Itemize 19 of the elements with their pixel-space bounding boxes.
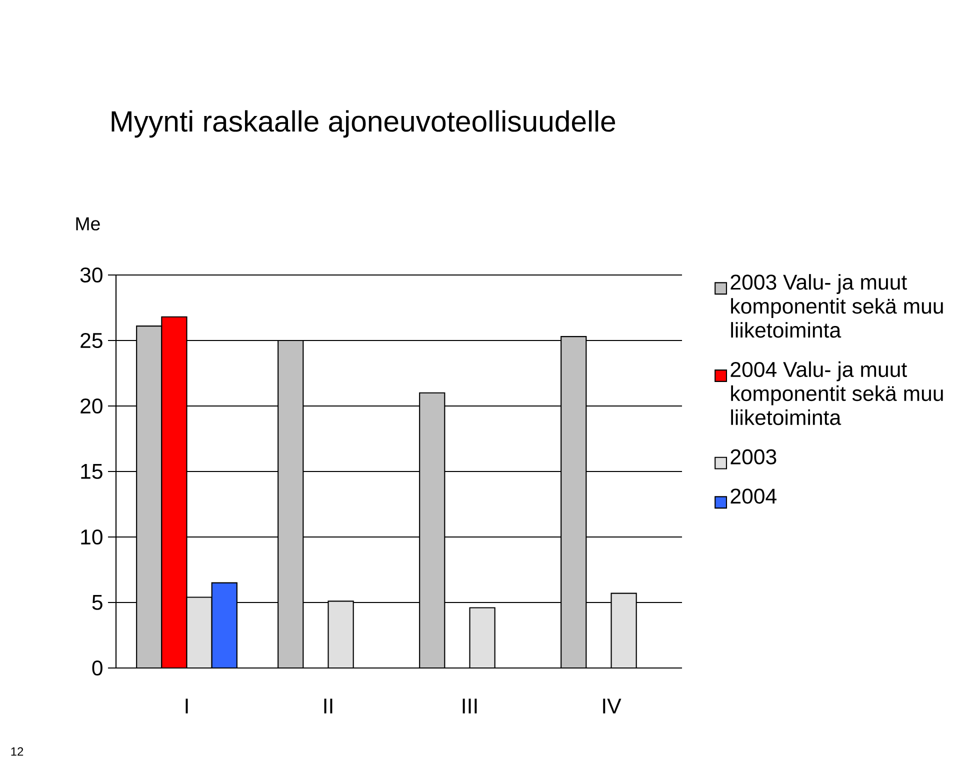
y-tick-label: 10 xyxy=(81,529,102,545)
y-tick-label: 0 xyxy=(92,660,102,676)
chart-title: Myynti raskaalle ajoneuvoteollisuudelle xyxy=(112,110,616,138)
x-tick-label: IV xyxy=(603,698,622,714)
legend-label: 2004 xyxy=(730,488,776,504)
y-tick-label: 20 xyxy=(80,398,102,414)
x-tick-label: I xyxy=(186,698,188,714)
x-tick-label: III xyxy=(462,698,477,714)
legend-label: 2004 Valu- ja muut komponentit sekä muu liiketoiminta xyxy=(730,361,943,426)
y-tick-label: 25 xyxy=(80,332,102,348)
x-tick-label: II xyxy=(324,698,332,714)
legend-label: 2003 xyxy=(730,449,776,464)
legend-label: 2003 Valu- ja muut komponentit sekä muu liiketoiminta xyxy=(730,274,943,338)
bar xyxy=(469,607,496,669)
y-tick-label: 5 xyxy=(92,595,102,610)
y-axis-title: Me xyxy=(76,217,100,230)
y-tick-label: 15 xyxy=(81,464,102,479)
y-tick-label: 30 xyxy=(80,267,102,283)
text: 12 xyxy=(11,747,24,756)
